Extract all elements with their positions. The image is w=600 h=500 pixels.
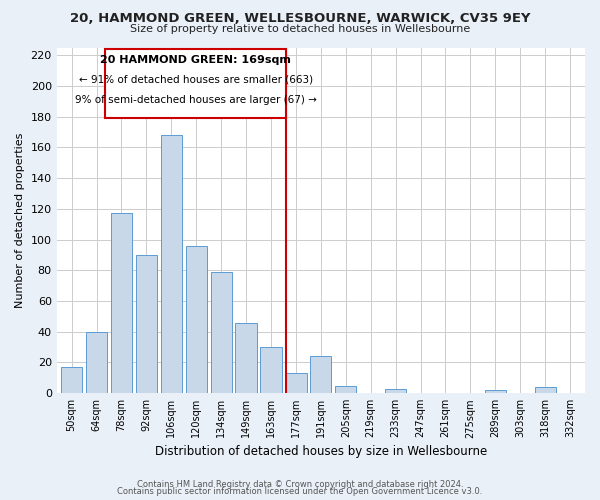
X-axis label: Distribution of detached houses by size in Wellesbourne: Distribution of detached houses by size …: [155, 444, 487, 458]
Y-axis label: Number of detached properties: Number of detached properties: [15, 132, 25, 308]
Bar: [310, 356, 331, 393]
Text: Contains HM Land Registry data © Crown copyright and database right 2024.: Contains HM Land Registry data © Crown c…: [137, 480, 463, 489]
Text: Contains public sector information licensed under the Open Government Licence v3: Contains public sector information licen…: [118, 488, 482, 496]
Bar: [136, 255, 157, 393]
Bar: [485, 390, 506, 393]
Bar: [161, 135, 182, 393]
Text: 20, HAMMOND GREEN, WELLESBOURNE, WARWICK, CV35 9EY: 20, HAMMOND GREEN, WELLESBOURNE, WARWICK…: [70, 12, 530, 26]
Bar: [535, 387, 556, 393]
Text: 9% of semi-detached houses are larger (67) →: 9% of semi-detached houses are larger (6…: [75, 94, 317, 104]
Text: 20 HAMMOND GREEN: 169sqm: 20 HAMMOND GREEN: 169sqm: [100, 55, 291, 65]
Bar: [335, 386, 356, 393]
Bar: [61, 367, 82, 393]
Text: Size of property relative to detached houses in Wellesbourne: Size of property relative to detached ho…: [130, 24, 470, 34]
Text: ← 91% of detached houses are smaller (663): ← 91% of detached houses are smaller (66…: [79, 75, 313, 85]
Bar: [235, 322, 257, 393]
Bar: [185, 246, 207, 393]
Bar: [286, 373, 307, 393]
Bar: [260, 347, 281, 393]
Bar: [211, 272, 232, 393]
Bar: [111, 214, 132, 393]
Bar: [385, 388, 406, 393]
Bar: [86, 332, 107, 393]
FancyBboxPatch shape: [105, 49, 286, 118]
